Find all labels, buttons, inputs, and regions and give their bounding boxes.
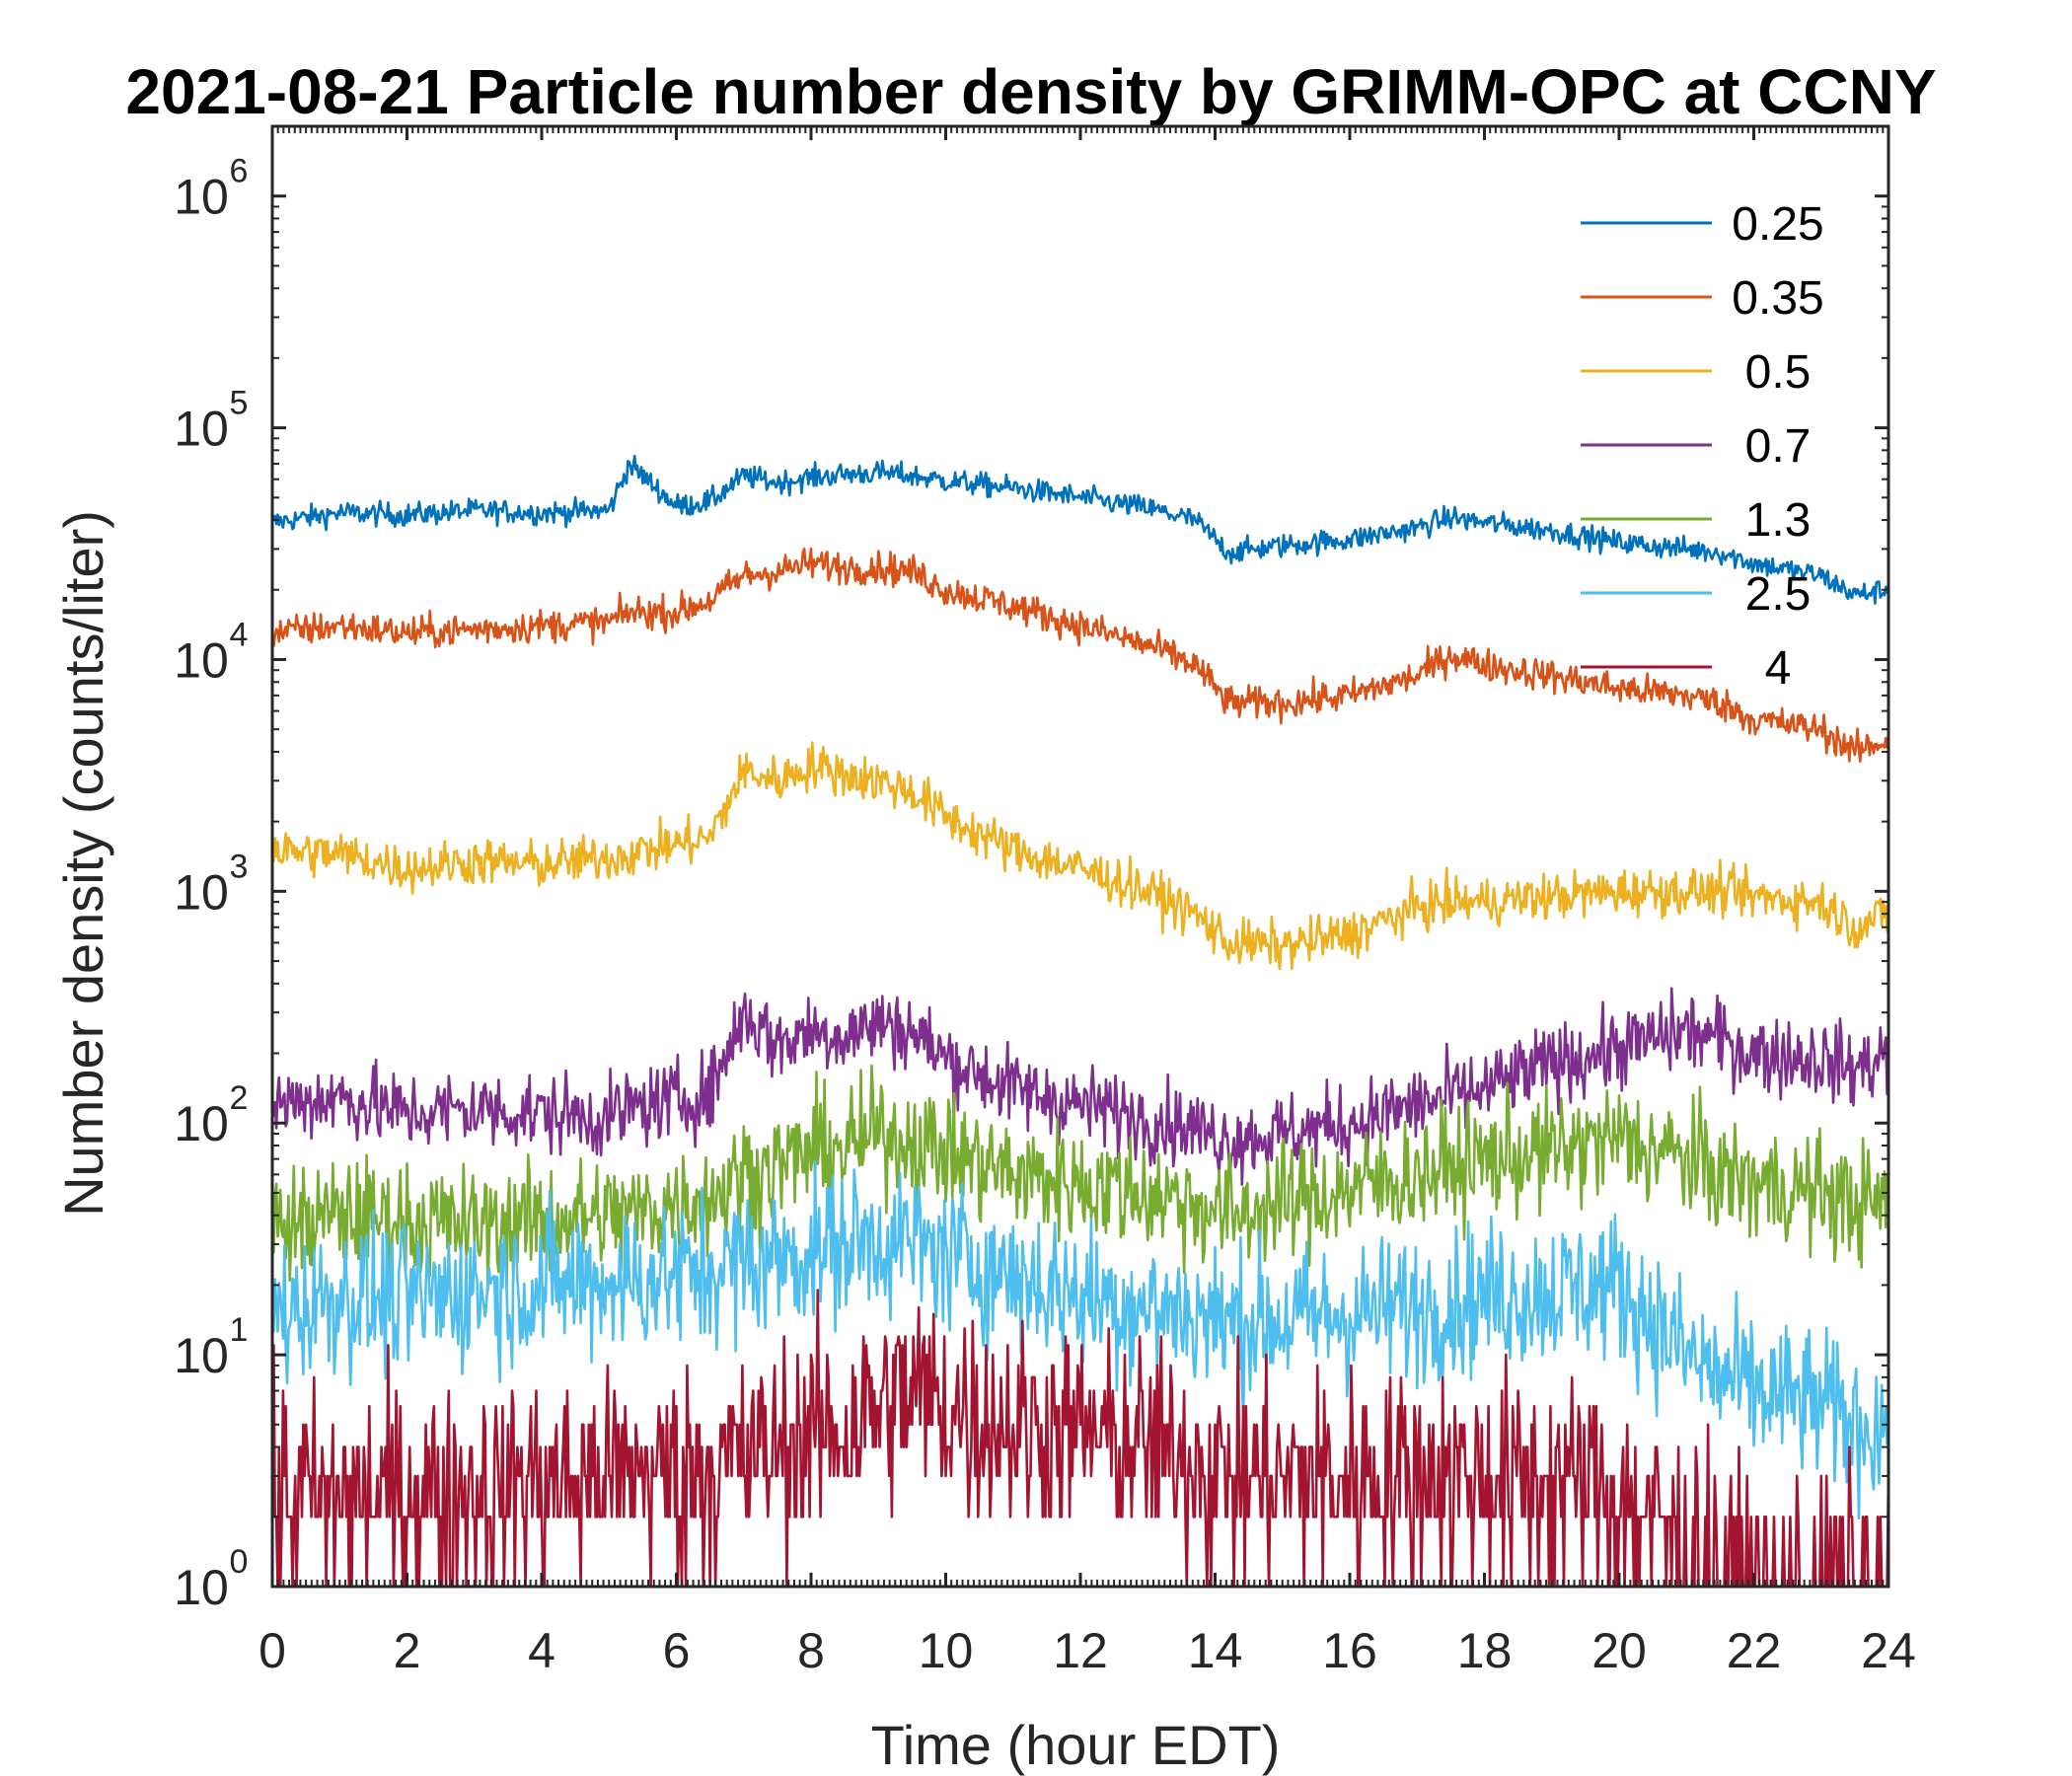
y-tick-exponent: 6 xyxy=(230,153,249,190)
y-tick-label: 10 5 xyxy=(174,385,248,457)
legend-label: 1.3 xyxy=(1745,494,1812,547)
legend-entry: 0.35 xyxy=(1581,272,1824,325)
series-line-4 xyxy=(272,1289,1888,1587)
y-axis-label: Number density (counts/liter) xyxy=(52,510,114,1217)
legend-entry: 0.7 xyxy=(1581,420,1811,473)
series-line-0-25 xyxy=(272,454,1888,605)
y-tick-base: 10 xyxy=(174,1328,229,1383)
series-line-0-5 xyxy=(272,741,1888,971)
y-tick-label: 10 2 xyxy=(174,1079,248,1151)
legend-label: 0.5 xyxy=(1745,346,1812,399)
y-tick-label: 10 3 xyxy=(174,848,248,920)
series-line-2-5 xyxy=(272,1159,1888,1519)
y-tick-exponent: 2 xyxy=(230,1079,249,1117)
x-tick-label: 14 xyxy=(1188,1623,1243,1678)
legend-entry: 0.5 xyxy=(1581,346,1811,399)
x-tick-label: 18 xyxy=(1457,1623,1513,1678)
legend-label: 0.35 xyxy=(1732,272,1823,325)
y-tick-exponent: 1 xyxy=(230,1311,249,1349)
plot-lines xyxy=(272,454,1888,1587)
y-tick-base: 10 xyxy=(174,1560,229,1615)
x-tick-label: 10 xyxy=(919,1623,974,1678)
y-tick-exponent: 4 xyxy=(230,616,249,653)
x-tick-label: 8 xyxy=(797,1623,825,1678)
x-tick-label: 6 xyxy=(663,1623,691,1678)
legend-entry: 1.3 xyxy=(1581,494,1811,547)
x-tick-label: 22 xyxy=(1727,1623,1782,1678)
chart-title: 2021-08-21 Particle number density by GR… xyxy=(125,56,1936,127)
x-tick-label: 0 xyxy=(259,1623,286,1678)
legend: 0.25 0.35 0.5 0.7 1.3 2.5 4 xyxy=(1581,198,1824,695)
y-tick-base: 10 xyxy=(174,632,229,688)
y-tick-label: 10 1 xyxy=(174,1311,248,1383)
y-tick-base: 10 xyxy=(174,402,229,457)
legend-entry: 0.25 xyxy=(1581,198,1824,251)
series-line-0-35 xyxy=(272,547,1888,763)
x-tick-label: 16 xyxy=(1322,1623,1377,1678)
x-tick-label: 2 xyxy=(394,1623,421,1678)
x-tick-label: 24 xyxy=(1861,1623,1916,1678)
legend-entry: 4 xyxy=(1581,642,1791,695)
y-tick-label: 10 0 xyxy=(174,1543,248,1615)
y-tick-label: 10 6 xyxy=(174,153,248,225)
x-tick-label: 12 xyxy=(1053,1623,1108,1678)
y-tick-exponent: 3 xyxy=(230,848,249,885)
x-tick-label: 4 xyxy=(528,1623,555,1678)
y-tick-exponent: 5 xyxy=(230,385,249,422)
y-tick-base: 10 xyxy=(174,1096,229,1151)
y-tick-base: 10 xyxy=(174,170,229,225)
y-tick-label: 10 4 xyxy=(174,616,248,688)
series-line-0-7 xyxy=(272,987,1888,1186)
legend-label: 0.7 xyxy=(1745,420,1812,473)
x-axis-label: Time (hour EDT) xyxy=(871,1714,1281,1776)
legend-entry: 2.5 xyxy=(1581,568,1811,621)
legend-label: 0.25 xyxy=(1732,198,1823,251)
y-tick-base: 10 xyxy=(174,864,229,920)
legend-label: 2.5 xyxy=(1745,568,1812,621)
y-tick-exponent: 0 xyxy=(230,1543,249,1581)
x-tick-label: 20 xyxy=(1591,1623,1647,1678)
legend-label: 4 xyxy=(1765,642,1792,695)
x-axis-ticks: 0 2 4 6 8 10 12 14 16 18 20 22 24 xyxy=(259,126,1916,1678)
